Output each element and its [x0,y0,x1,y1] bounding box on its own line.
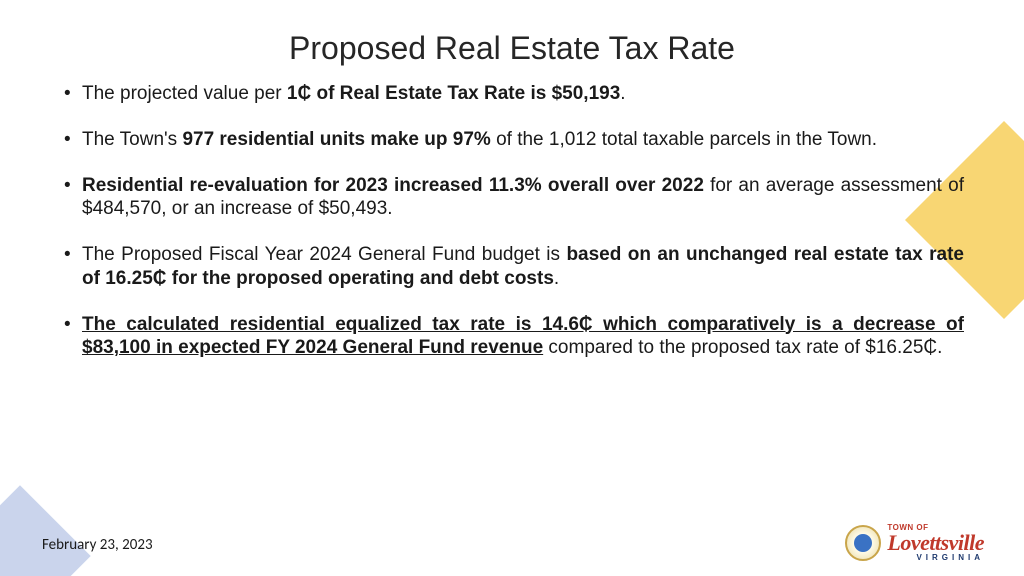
bullet-text-post: of the 1,012 total taxable parcels in th… [491,129,877,150]
footer-logo: TOWN OF Lovettsville VIRGINIA [845,524,984,562]
bullet-item: Residential re-evaluation for 2023 incre… [60,174,964,222]
accent-diamond-blue [0,485,91,576]
logo-sub-text: VIRGINIA [887,554,984,562]
bullet-text-post: compared to the proposed tax rate of $16… [543,337,942,358]
bullet-text-pre: The Proposed Fiscal Year 2024 General Fu… [82,244,566,265]
bullet-item: The Proposed Fiscal Year 2024 General Fu… [60,243,964,291]
bullet-item: The calculated residential equalized tax… [60,313,964,361]
bullet-item: The projected value per 1₵ of Real Estat… [60,82,964,106]
bullet-text-post: . [620,83,625,104]
bullet-item: The Town's 977 residential units make up… [60,128,964,152]
bullet-list: The projected value per 1₵ of Real Estat… [60,82,964,360]
bullet-text-bold: Residential re-evaluation for 2023 incre… [82,175,704,196]
town-seal-icon [845,525,881,561]
footer-date: February 23, 2023 [42,536,153,554]
bullet-text-pre: The Town's [82,129,182,150]
logo-text: TOWN OF Lovettsville VIRGINIA [887,524,984,562]
bullet-text-post: . [554,268,559,289]
bullet-text-bold: 1₵ of Real Estate Tax Rate is $50,193 [287,83,620,104]
logo-main-text: Lovettsville [887,532,984,554]
bullet-text-bold: 977 residential units make up 97% [182,129,490,150]
slide-title: Proposed Real Estate Tax Rate [0,30,1024,67]
slide-content: The projected value per 1₵ of Real Estat… [60,82,964,382]
bullet-text-pre: The projected value per [82,83,287,104]
slide: Proposed Real Estate Tax Rate The projec… [0,0,1024,576]
